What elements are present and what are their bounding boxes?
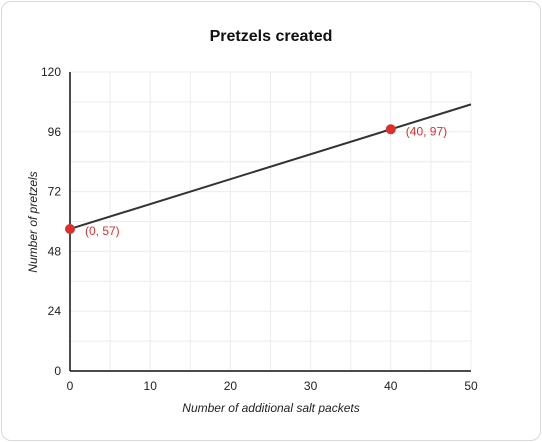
tick-labels: 0 10 20 30 40 50 0 24 48 72 96 120 [41,65,478,393]
x-tick-label: 0 [67,379,74,393]
x-tick-label: 50 [464,379,478,393]
x-tick-label: 30 [304,379,318,393]
data-point-label: (0, 57) [85,224,120,238]
x-tick-label: 10 [144,379,158,393]
x-tick-label: 40 [384,379,398,393]
y-tick-label: 120 [41,65,61,79]
data-point-label: (40, 97) [406,124,447,138]
x-tick-label: 20 [224,379,238,393]
data-point [385,124,396,135]
x-axis-label: Number of additional salt packets [182,401,359,415]
grid [69,71,472,372]
y-tick-label: 0 [54,364,61,378]
series-line [69,103,472,230]
series [69,103,472,230]
y-tick-label: 24 [48,304,62,318]
y-axis-label: Number of pretzels [26,171,40,272]
chart-title: Pretzels created [210,28,333,45]
y-tick-label: 72 [48,185,62,199]
axes [69,72,471,372]
y-tick-label: 48 [48,244,62,258]
data-point [65,223,75,234]
y-tick-label: 96 [48,125,62,139]
points: (0, 57) (40, 97) [65,124,447,238]
